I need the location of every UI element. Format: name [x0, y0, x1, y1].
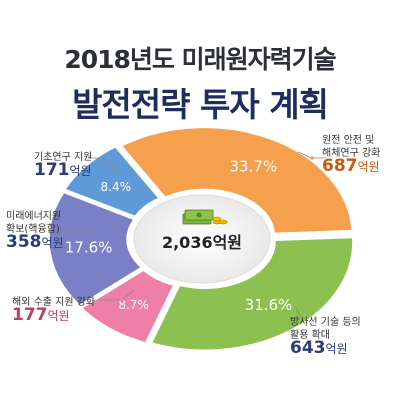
chart-title-line2: 발전전략 투자 계획 [72, 85, 329, 124]
donut-hole [133, 194, 271, 284]
label-radiation-tech: 방사선 기술 등의 활용 확대 643억원 [290, 317, 361, 358]
label-basic-research: 기초연구 지원 171억원 [34, 152, 93, 180]
percent-label-4: 17.6% [65, 238, 113, 256]
money-icon [182, 209, 228, 225]
slice-future-energy [48, 191, 143, 307]
label-future-energy: 미래에너지원 확보(핵융합) 358억원 [6, 211, 64, 252]
chart-title-line1: 2018년도 미래원자력기술 [64, 45, 336, 74]
label-export-support: 해외 수출 지원 강화 177억원 [12, 297, 96, 325]
percent-label-2: 31.6% [245, 296, 293, 314]
slice-radiation-tech [150, 236, 354, 351]
percent-label-3: 8.7% [118, 298, 149, 312]
slice-nuclear-safety [120, 126, 353, 235]
slice-basic-research [63, 145, 161, 218]
percent-label-1: 33.7% [229, 158, 277, 176]
percent-label-5: 8.4% [101, 180, 132, 194]
total-amount: 2,036억원 [162, 233, 242, 252]
label-nuclear-safety: 원전 안전 및 해체연구 강화 687억원 [322, 135, 381, 176]
slice-export-support [80, 269, 175, 344]
